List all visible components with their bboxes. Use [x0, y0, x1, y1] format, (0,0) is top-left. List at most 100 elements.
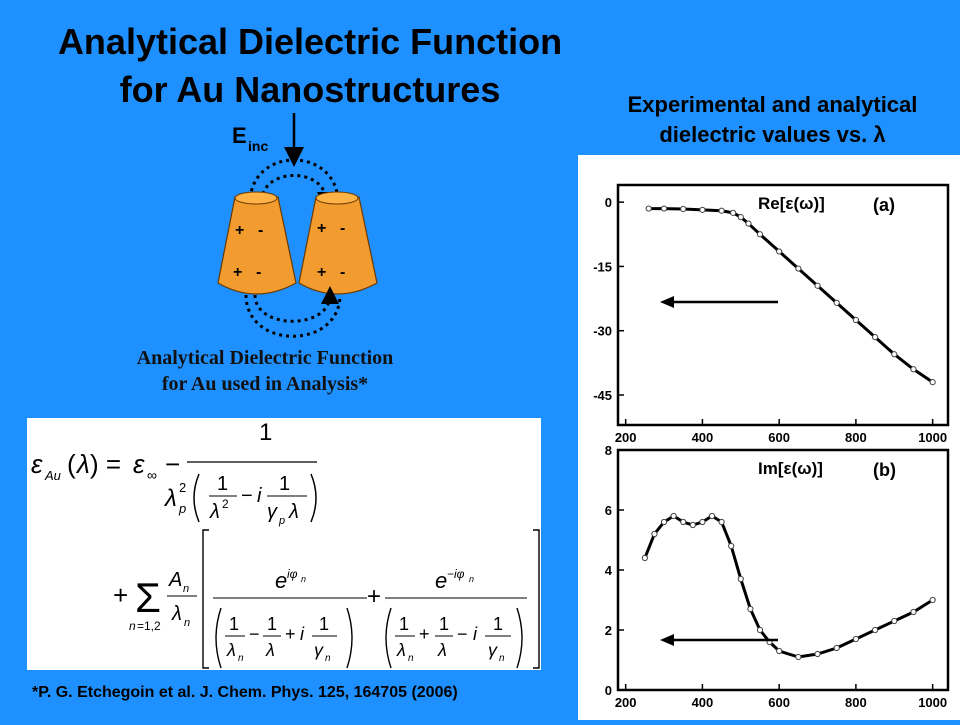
data-point [929, 379, 936, 386]
svg-text:=1,2: =1,2 [137, 619, 161, 633]
nanostructure-dimer-diagram: E inc + - + - + - + - [217, 113, 378, 338]
svg-text:−: − [241, 485, 253, 507]
data-point [929, 596, 936, 604]
slide-title-line2: for Au Nanostructures [119, 69, 501, 110]
svg-text:γ: γ [314, 640, 324, 660]
svg-text:1: 1 [319, 614, 329, 634]
plot-frame [616, 448, 950, 692]
data-point [814, 282, 821, 289]
right-cone: + - + - [298, 191, 378, 295]
data-point [660, 205, 668, 212]
data-point [747, 605, 754, 613]
svg-text:γ: γ [267, 501, 278, 523]
svg-text:λ: λ [163, 485, 177, 512]
data-point [910, 608, 917, 616]
charge-plus: + [317, 220, 326, 237]
data-point [651, 530, 658, 538]
data-point [871, 334, 879, 341]
y-tick-label: -45 [593, 388, 612, 403]
data-point [756, 626, 764, 634]
data-point [708, 512, 716, 520]
data-point [745, 220, 752, 227]
svg-text:λ: λ [75, 449, 90, 479]
x-tick-label: 1000 [918, 430, 947, 445]
data-point [641, 554, 648, 562]
svg-text:λ: λ [265, 640, 275, 660]
svg-text:Σ: Σ [135, 574, 161, 621]
x-tick-label: 200 [615, 695, 637, 710]
e-inc-label: E [232, 123, 247, 148]
svg-text:+: + [113, 580, 128, 610]
y-tick-label: 8 [605, 443, 612, 458]
svg-text:A: A [168, 569, 182, 591]
svg-text:(: ( [67, 449, 76, 479]
field-line-outer-top [248, 158, 340, 206]
arrow-head-icon [660, 296, 674, 308]
y-tick-label: 0 [605, 195, 612, 210]
equation-box: ε Au ( λ ) = ε ∞ − 1 λ 2 p 1 λ 2 − i 1 γ… [27, 418, 541, 670]
citation: *P. G. Etchegoin et al. J. Chem. Phys. 1… [32, 684, 458, 701]
data-point [795, 653, 802, 661]
svg-text:ε: ε [133, 449, 145, 479]
data-point [891, 351, 898, 358]
svg-text:−: − [249, 624, 260, 644]
svg-text:λ: λ [288, 501, 299, 523]
data-point [699, 518, 706, 526]
equation-caption: Analytical Dielectric Function for Au us… [45, 345, 485, 397]
data-point [689, 521, 696, 529]
svg-text:ε: ε [31, 449, 43, 479]
data-point [728, 542, 735, 550]
y-tick-label: -15 [593, 259, 612, 274]
y-tick-label: -30 [593, 324, 612, 339]
plots-title-line1: Experimental and analytical [627, 92, 918, 117]
x-tick-label: 200 [615, 430, 637, 445]
svg-text:2: 2 [179, 480, 186, 495]
svg-text:n: n [408, 653, 414, 664]
svg-text:λ: λ [209, 501, 220, 523]
svg-text:n: n [469, 574, 474, 584]
data-point [737, 214, 744, 221]
svg-text:n: n [499, 653, 505, 664]
data-point [776, 248, 783, 255]
e-inc-subscript: inc [248, 138, 268, 154]
svg-text:1: 1 [267, 614, 277, 634]
svg-text:+: + [419, 624, 430, 644]
charge-minus: - [258, 222, 263, 239]
svg-text:i: i [257, 485, 262, 507]
data-point [871, 626, 879, 634]
svg-text:λ: λ [396, 640, 406, 660]
x-tick-label: 600 [768, 695, 790, 710]
svg-text:+: + [285, 624, 296, 644]
data-point [910, 366, 917, 373]
svg-text:p: p [178, 501, 186, 516]
svg-text:−: − [457, 624, 468, 644]
x-tick-label: 400 [692, 430, 714, 445]
data-point [680, 518, 687, 526]
svg-text:λ: λ [437, 640, 447, 660]
plot-imaginary-part: 200 400 600 800 1000 0 2 4 6 8 Im[ε(ω)] (b) [605, 443, 950, 710]
field-line-outer-bottom [244, 294, 342, 338]
data-line [643, 514, 934, 659]
data-point [852, 316, 860, 324]
data-point [795, 265, 802, 272]
panel-label: (b) [873, 460, 896, 480]
svg-text:i: i [300, 624, 305, 644]
equation-caption-line2: for Au used in Analysis* [161, 373, 369, 395]
svg-text:Au: Au [44, 468, 61, 483]
plot-real-part: 200 400 600 800 1000 0 -15 -30 -45 Re[ε(ω)] (a) [593, 183, 950, 445]
equation-caption-line1: Analytical Dielectric Function [136, 347, 394, 369]
charge-minus: - [256, 264, 261, 281]
svg-text:n: n [325, 653, 331, 664]
panel-label: (a) [873, 195, 895, 215]
slide-title: Analytical Dielectric Function for Au Na… [20, 18, 600, 114]
svg-text:iφ: iφ [287, 567, 298, 581]
data-point [833, 644, 840, 652]
svg-text:1: 1 [493, 614, 503, 634]
plot-frame [616, 183, 950, 427]
data-point [730, 209, 737, 216]
svg-text:1: 1 [229, 614, 239, 634]
data-line [648, 207, 934, 384]
svg-text:i: i [473, 624, 478, 644]
svg-text:1: 1 [259, 419, 272, 446]
